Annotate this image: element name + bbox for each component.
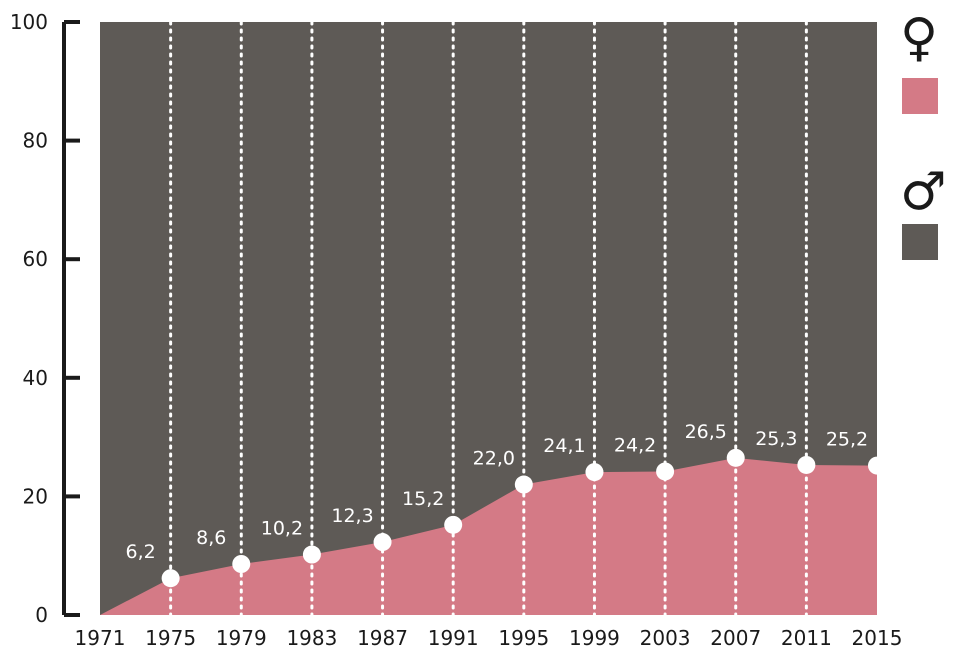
female-symbol-icon: ♀ (900, 8, 939, 68)
data-label: 22,0 (473, 448, 515, 470)
x-tick-label: 2011 (781, 626, 832, 650)
data-point (232, 555, 251, 574)
data-label: 10,2 (261, 518, 303, 540)
data-label: 24,2 (614, 434, 656, 456)
x-tick-label: 1983 (286, 626, 337, 650)
x-tick-label: 1975 (145, 626, 196, 650)
data-point (868, 456, 886, 475)
female-legend-swatch (902, 78, 938, 114)
y-tick-label: 100 (10, 10, 48, 34)
x-tick-label: 1987 (357, 626, 408, 650)
data-point (585, 463, 604, 482)
data-label: 12,3 (331, 505, 373, 527)
data-label: 8,6 (196, 527, 226, 549)
data-point (656, 462, 675, 481)
data-label: 26,5 (685, 421, 727, 443)
x-axis-tick-labels: 1971 1975 1979 1983 1987 1991 1995 1999 2003 2007… (75, 626, 903, 650)
x-tick-label: 1991 (428, 626, 479, 650)
data-label: 24,1 (543, 435, 585, 457)
data-point (514, 475, 533, 494)
data-label: 6,2 (126, 541, 156, 563)
y-tick-label: 0 (35, 603, 48, 627)
data-point (161, 569, 180, 588)
x-tick-label: 2003 (640, 626, 691, 650)
data-point (373, 533, 392, 552)
data-label: 25,3 (755, 428, 797, 450)
y-tick-label: 40 (23, 366, 48, 390)
y-tick-label: 80 (23, 129, 48, 153)
x-tick-label: 2015 (852, 626, 903, 650)
y-axis: 0 20 40 60 80 100 (10, 10, 80, 627)
data-label: 25,2 (826, 429, 868, 451)
y-tick-label: 60 (23, 247, 48, 271)
female-area (100, 457, 877, 615)
male-symbol-icon: ♂ (900, 162, 947, 222)
data-label: 15,2 (402, 488, 444, 510)
x-tick-label: 1999 (569, 626, 620, 650)
x-tick-label: 1971 (75, 626, 126, 650)
male-legend-swatch (902, 224, 938, 260)
legend: ♀ ♂ (896, 10, 956, 270)
x-tick-label: 1979 (216, 626, 267, 650)
data-point (726, 448, 745, 467)
data-point (444, 515, 463, 534)
plot-area: 6,2 8,6 10,2 12,3 15,2 22,0 24,1 24,2 26,5 25,3 25… (100, 20, 886, 617)
x-tick-label: 2007 (710, 626, 761, 650)
x-tick-label: 1995 (498, 626, 549, 650)
y-tick-label: 20 (23, 484, 48, 508)
data-point (302, 545, 321, 564)
data-point (797, 455, 816, 474)
